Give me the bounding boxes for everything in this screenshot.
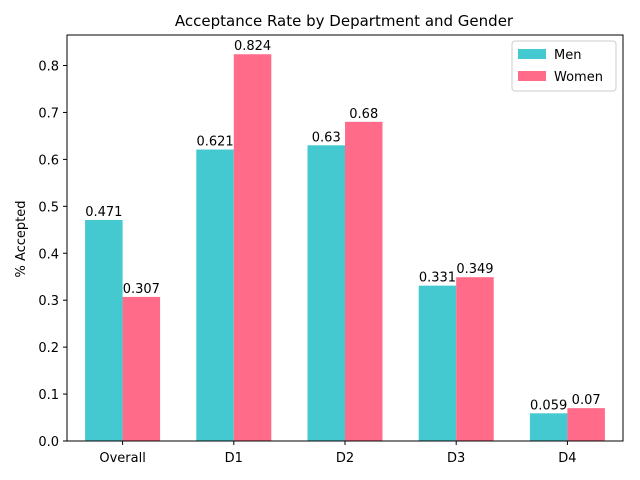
bar-men-d4 <box>529 413 568 441</box>
x-tick-labels: Overall D1 D2 D3 D4 <box>99 441 577 466</box>
bar-men-d2 <box>307 145 345 441</box>
bar-women-d1 <box>233 54 272 442</box>
bar-women-overall <box>122 296 161 441</box>
bar-men-d1 <box>196 149 234 442</box>
x-tick-label-d2: D2 <box>336 451 354 466</box>
plot-frame <box>66 34 624 442</box>
data-label-men-d1: 0.621 <box>196 135 233 150</box>
y-tick-label: 0.4 <box>38 247 59 262</box>
data-label-women-d4: 0.07 <box>572 393 601 408</box>
y-tick-label: 0.2 <box>38 341 59 356</box>
y-tick-label: 0.7 <box>38 106 59 121</box>
legend-swatch-women <box>518 71 546 81</box>
bar-women-d4 <box>567 408 605 441</box>
x-tick-label-overall: Overall <box>99 451 145 466</box>
bar-men-overall <box>85 219 123 441</box>
data-label-women-overall: 0.307 <box>123 282 160 297</box>
y-tick-labels: 0.0 0.1 0.2 0.3 0.4 0.5 0.6 0.7 0.8 <box>38 60 67 450</box>
legend: Men Women <box>511 40 617 92</box>
y-tick-label: 0.1 <box>38 388 59 403</box>
y-tick-label: 0.3 <box>38 294 59 309</box>
chart-title: Acceptance Rate by Department and Gender <box>175 12 514 30</box>
bars-group <box>85 54 605 442</box>
y-tick-label: 0.0 <box>38 435 59 450</box>
data-label-men-overall: 0.471 <box>85 205 122 220</box>
legend-swatch-men <box>518 49 546 59</box>
y-tick-label: 0.8 <box>38 60 59 75</box>
data-label-women-d1: 0.824 <box>234 39 271 54</box>
data-label-men-d3: 0.331 <box>419 271 456 286</box>
data-label-women-d3: 0.349 <box>456 262 493 277</box>
bar-women-d2 <box>345 121 383 441</box>
data-label-women-d2: 0.68 <box>349 107 378 122</box>
data-label-men-d2: 0.63 <box>312 130 341 145</box>
x-tick-label-d4: D4 <box>558 451 576 466</box>
data-label-men-d4: 0.059 <box>530 398 567 413</box>
y-tick-label: 0.5 <box>38 200 59 215</box>
legend-label-men: Men <box>554 48 581 63</box>
x-tick-label-d3: D3 <box>447 451 465 466</box>
legend-label-women: Women <box>554 70 603 85</box>
bar-women-d3 <box>456 277 494 441</box>
bar-men-d3 <box>418 285 457 441</box>
x-tick-label-d1: D1 <box>225 451 243 466</box>
y-tick-label: 0.6 <box>38 153 59 168</box>
y-axis-label: % Accepted <box>14 200 29 277</box>
